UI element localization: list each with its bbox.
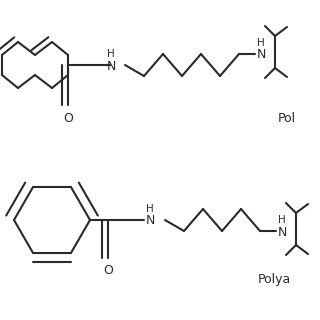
Text: O: O — [63, 111, 73, 124]
Text: O: O — [103, 265, 113, 277]
Text: H: H — [257, 38, 265, 48]
Text: N: N — [106, 60, 116, 73]
Text: H: H — [278, 215, 286, 225]
Text: Polya: Polya — [258, 274, 291, 286]
Text: H: H — [146, 204, 154, 214]
Text: N: N — [145, 214, 155, 228]
Text: N: N — [277, 226, 287, 238]
Text: H: H — [107, 49, 115, 59]
Text: N: N — [256, 49, 266, 61]
Text: Pol: Pol — [278, 111, 296, 124]
